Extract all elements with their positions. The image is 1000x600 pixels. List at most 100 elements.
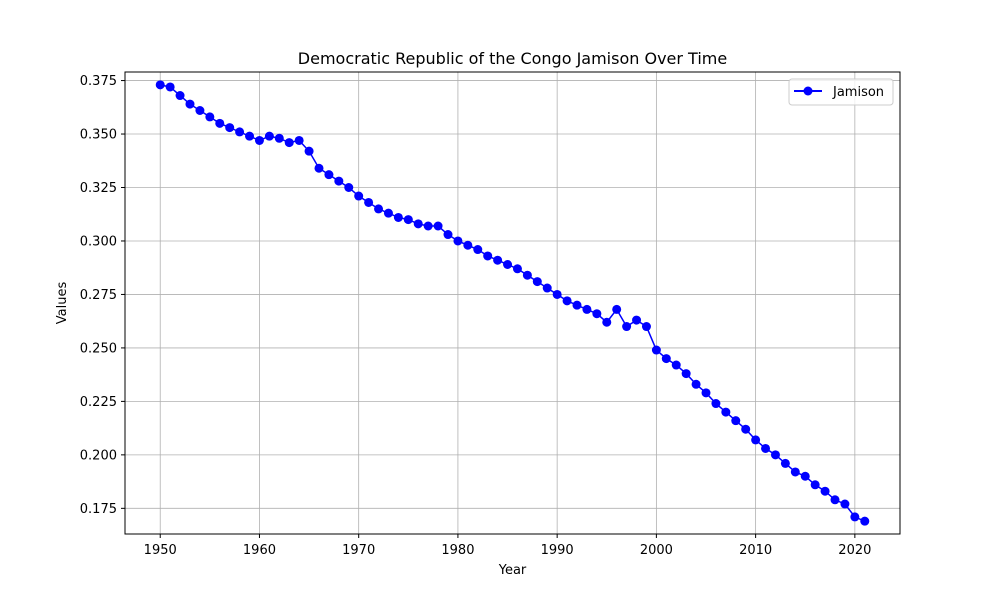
data-point [820,486,830,496]
data-point [493,255,503,265]
data-point [810,480,820,490]
legend-box [788,78,894,106]
data-point [602,317,612,327]
data-point [354,191,364,201]
data-point [552,289,562,299]
data-point [403,215,413,225]
data-point [790,467,800,477]
x-tick-label: 1990 [541,543,574,558]
data-point [572,300,582,310]
data-point [641,322,651,332]
data-point [860,516,870,526]
data-point [374,204,384,214]
data-point [284,138,294,148]
data-point [800,471,810,481]
x-axis-ticks: 1950 1960 1970 1980 1990 2000 2010 2020 [144,534,871,558]
x-tick-label: 2000 [640,543,673,558]
data-point [225,123,235,133]
data-point [651,345,661,355]
data-point [681,369,691,379]
legend: Jamison [788,78,894,106]
data-point [711,399,721,409]
data-point [473,245,483,255]
data-point [195,106,205,115]
data-point [503,260,513,269]
y-axis-label: Values [55,282,70,325]
data-point [185,99,195,109]
legend-entry-label: Jamison [832,85,884,100]
data-point [433,221,443,231]
data-point [413,219,423,229]
data-point [294,135,304,145]
y-tick-label: 0.200 [80,448,117,463]
data-point [155,80,165,90]
data-point [314,163,324,173]
data-point [741,424,751,434]
x-axis-label: Year [498,563,527,578]
data-point [542,283,552,293]
data-point [245,131,255,141]
data-point [364,197,374,207]
x-tick-label: 2020 [838,543,871,558]
data-point [612,304,622,314]
data-point [344,183,354,192]
data-point [840,499,850,509]
x-tick-label: 2010 [739,543,772,558]
plot-frame [124,71,901,535]
data-point [761,443,771,453]
data-point [264,131,274,141]
data-point [691,379,701,389]
data-point [324,170,334,180]
chart-title: Democratic Republic of the Congo Jamison… [298,49,727,68]
data-point [562,296,572,306]
data-point [235,127,245,137]
y-tick-label: 0.175 [80,502,117,517]
y-tick-label: 0.300 [80,234,117,249]
grid-lines [125,72,900,534]
y-axis-ticks: 0.175 0.200 0.225 0.250 0.275 0.300 0.325 0.350… [80,74,125,517]
y-tick-label: 0.375 [80,74,117,89]
data-point [175,91,185,101]
data-point [165,82,175,92]
data-point [512,264,522,274]
y-tick-label: 0.275 [80,288,117,303]
data-point [731,416,741,426]
data-point [780,458,790,468]
data-point [661,354,671,364]
data-point [383,208,393,218]
data-point [671,360,681,370]
data-point [274,133,284,143]
data-point [483,251,493,261]
legend-marker-swatch [803,86,813,96]
data-point [582,304,592,314]
data-point [334,176,344,186]
data-point [522,270,532,280]
data-point [721,407,731,417]
data-point [830,495,840,505]
data-point [463,240,473,250]
data-point [205,112,215,122]
series-layer [155,80,870,526]
data-point [532,277,542,287]
data-point [304,146,314,156]
data-point [850,512,860,522]
data-point [632,315,642,325]
x-tick-label: 1970 [342,543,375,558]
data-point [751,435,761,445]
data-point [215,118,225,128]
x-tick-label: 1980 [441,543,474,558]
data-point [393,212,403,222]
data-point [443,230,453,240]
y-tick-label: 0.225 [80,395,117,410]
y-tick-label: 0.350 [80,128,117,143]
x-tick-label: 1950 [144,543,177,558]
data-point [701,388,711,398]
y-tick-label: 0.250 [80,341,117,356]
y-tick-label: 0.325 [80,181,117,196]
data-point [622,322,632,332]
data-point [254,135,264,145]
data-point [453,236,463,246]
data-point [592,309,602,319]
data-point [423,221,433,231]
